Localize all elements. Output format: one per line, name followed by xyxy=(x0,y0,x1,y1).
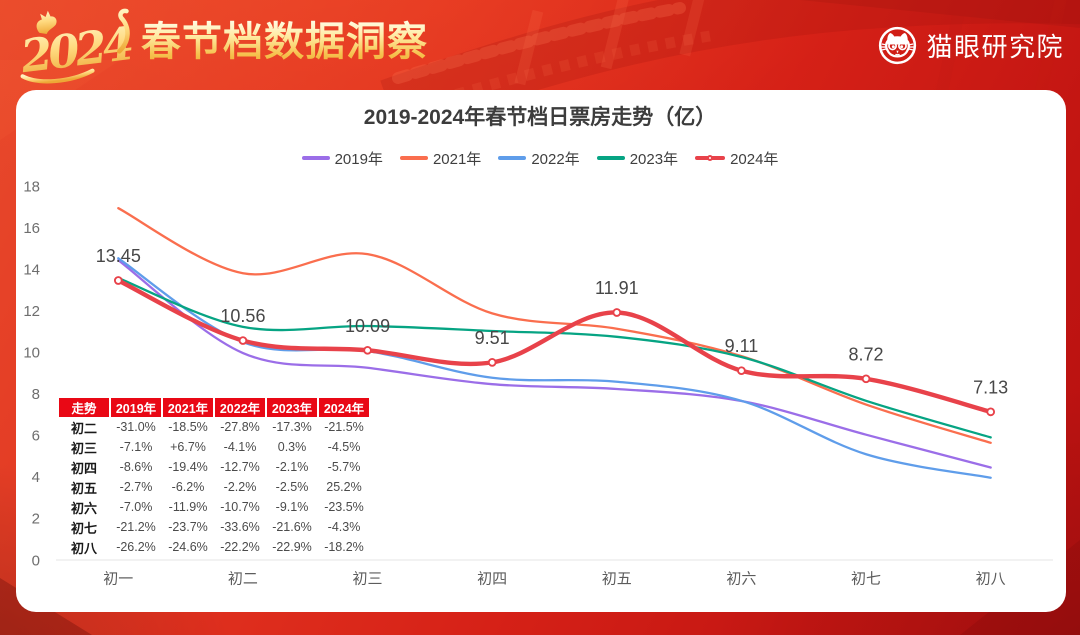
legend-item-2023年[interactable]: 2023年 xyxy=(596,148,679,169)
legend-item-label: 2023年 xyxy=(629,150,679,168)
legend-item-label: 2021年 xyxy=(432,150,482,168)
legend-item-2024年[interactable]: 2024年 xyxy=(695,148,778,169)
table-cell: -18.2% xyxy=(319,537,369,557)
table-row: 初六 -7.0% -11.9% -10.7% -9.1% -23.5% xyxy=(59,497,369,517)
table-cell: -2.1% xyxy=(267,457,317,477)
table-row-label: 初二 xyxy=(59,417,109,437)
table-cell: -11.9% xyxy=(163,497,213,517)
table-cell: -19.4% xyxy=(163,457,213,477)
table-cell: -2.2% xyxy=(215,477,265,497)
legend-swatch xyxy=(596,156,625,160)
table-cell: -7.0% xyxy=(111,497,161,517)
header-banner: 2024 春节档数据洞察 猫眼研究院 xyxy=(0,0,1080,90)
table-header-cell: 走势 xyxy=(59,398,109,417)
table-cell: -17.3% xyxy=(267,417,317,437)
table-cell: 0.3% xyxy=(267,437,317,457)
table-cell: -9.1% xyxy=(267,497,317,517)
trend-table-head: 走势 2019年 2021年 2022年 2023年 2024年 xyxy=(59,398,369,417)
table-cell: -26.2% xyxy=(111,537,161,557)
table-cell: 25.2% xyxy=(319,477,369,497)
table-cell: -7.1% xyxy=(111,437,161,457)
legend-item-2022年[interactable]: 2022年 xyxy=(498,148,580,169)
table-row: 初五 -2.7% -6.2% -2.2% -2.5% 25.2% xyxy=(59,477,369,497)
table-cell: -4.5% xyxy=(319,437,369,457)
table-header-cell: 2021年 xyxy=(163,398,213,417)
trend-table-body: 初二 -31.0% -18.5% -27.8% -17.3% -21.5% 初三 -7.1% +… xyxy=(59,417,369,557)
brand-name: 猫眼研究院 xyxy=(926,31,1064,62)
table-cell: -33.6% xyxy=(215,517,265,537)
logo-2024-dragon: 2024 xyxy=(17,8,135,84)
table-cell: -22.9% xyxy=(267,537,317,557)
table-row-label: 初三 xyxy=(59,437,109,457)
table-cell: -23.7% xyxy=(163,517,213,537)
table-cell: -10.7% xyxy=(215,497,265,517)
legend-swatch xyxy=(301,156,330,160)
table-header-cell: 2022年 xyxy=(215,398,265,417)
legend-item-label: 2019年 xyxy=(334,150,383,168)
maoyan-cat-logo-icon xyxy=(879,26,917,64)
table-header-row: 走势 2019年 2021年 2022年 2023年 2024年 xyxy=(59,398,369,417)
table-cell: -21.6% xyxy=(267,517,317,537)
table-cell: -31.0% xyxy=(111,417,161,437)
table-header-cell: 2023年 xyxy=(267,398,317,417)
table-cell: +6.7% xyxy=(163,437,213,457)
table-cell: -2.7% xyxy=(111,477,161,497)
legend-marker-dot xyxy=(707,155,714,161)
table-row-label: 初七 xyxy=(59,517,109,537)
legend-item-label: 2024年 xyxy=(730,150,779,168)
table-header-cell: 2024年 xyxy=(319,398,369,417)
table-cell: -21.2% xyxy=(111,517,161,537)
table-row: 初七 -21.2% -23.7% -33.6% -21.6% -4.3% xyxy=(59,517,369,537)
table-row-label: 初六 xyxy=(59,497,109,517)
table-row: 初八 -26.2% -24.6% -22.2% -22.9% -18.2% xyxy=(59,537,369,557)
legend-swatch xyxy=(399,156,428,160)
table-cell: -2.5% xyxy=(267,477,317,497)
table-cell: -22.2% xyxy=(215,537,265,557)
legend-item-2019年[interactable]: 2019年 xyxy=(301,148,383,169)
legend-item-2021年[interactable]: 2021年 xyxy=(399,148,482,169)
table-row-label: 初八 xyxy=(59,537,109,557)
trend-table: 走势 2019年 2021年 2022年 2023年 2024年 初二 -31.0% -18.… xyxy=(57,398,371,557)
table-row-label: 初四 xyxy=(59,457,109,477)
table-row: 初三 -7.1% +6.7% -4.1% 0.3% -4.5% xyxy=(59,437,369,457)
table-row: 初二 -31.0% -18.5% -27.8% -17.3% -21.5% xyxy=(59,417,369,437)
brand: 猫眼研究院 xyxy=(878,0,1064,90)
legend-swatch xyxy=(695,155,726,161)
table-cell: -6.2% xyxy=(163,477,213,497)
table-cell: -4.1% xyxy=(215,437,265,457)
table-cell: -23.5% xyxy=(319,497,369,517)
table-cell: -18.5% xyxy=(163,417,213,437)
table-cell: -27.8% xyxy=(215,417,265,437)
chart-legend: 2019年 2021年 2022年 2023年 2024年 xyxy=(0,148,1080,169)
table-header-cell: 2019年 xyxy=(111,398,161,417)
table-cell: -8.6% xyxy=(111,457,161,477)
svg-text:2024: 2024 xyxy=(17,17,135,83)
chart-title: 2019-2024年春节档日票房走势（亿） xyxy=(363,106,717,129)
legend-swatch xyxy=(498,156,527,160)
table-cell: -12.7% xyxy=(215,457,265,477)
table-cell: -21.5% xyxy=(319,417,369,437)
table-row-label: 初五 xyxy=(59,477,109,497)
table-cell: -4.3% xyxy=(319,517,369,537)
table-row: 初四 -8.6% -19.4% -12.7% -2.1% -5.7% xyxy=(59,457,369,477)
table-cell: -24.6% xyxy=(163,537,213,557)
page-title: 春节档数据洞察 xyxy=(141,20,428,64)
table-cell: -5.7% xyxy=(319,457,369,477)
legend-item-label: 2022年 xyxy=(531,150,580,168)
